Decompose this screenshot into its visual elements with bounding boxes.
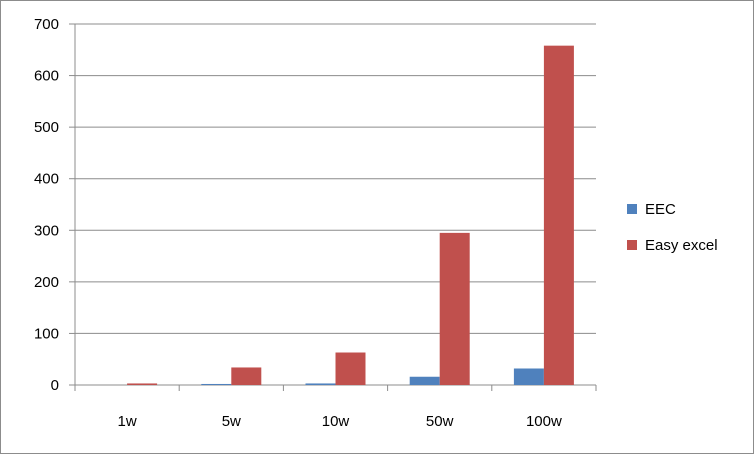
gridlines <box>75 23 596 334</box>
y-tick-label: 0 <box>51 377 59 394</box>
legend-label-eec: EEC <box>645 201 676 218</box>
x-axis: 1w 5w 10w 50w 100w <box>74 384 597 430</box>
y-tick-label: 500 <box>34 119 59 136</box>
bar-eec-100w <box>513 368 544 385</box>
bar-easy-excel-100w <box>543 45 574 385</box>
y-tick-label: 100 <box>34 325 59 342</box>
y-tick-label: 700 <box>34 16 59 33</box>
y-tick-label: 200 <box>34 274 59 291</box>
legend-swatch-eec <box>627 204 637 214</box>
bar-eec-50w <box>409 376 440 385</box>
bar-eec-10w <box>305 383 336 385</box>
x-tick-label: 1w <box>118 413 137 430</box>
legend: EEC Easy excel <box>627 201 718 254</box>
bar-eec-5w <box>201 383 232 385</box>
bar-easy-excel-1w <box>127 383 158 385</box>
legend-label-easy-excel: Easy excel <box>645 237 718 254</box>
bars <box>127 45 574 385</box>
x-tick-label: 100w <box>526 413 562 430</box>
x-tick-label: 5w <box>222 413 241 430</box>
bar-easy-excel-50w <box>439 232 470 385</box>
legend-swatch-easy-excel <box>627 240 637 250</box>
x-tick-label: 10w <box>322 413 350 430</box>
y-tick-label: 400 <box>34 171 59 188</box>
x-tick-label: 50w <box>426 413 454 430</box>
bar-easy-excel-10w <box>335 352 366 385</box>
y-tick-label: 600 <box>34 68 59 85</box>
y-axis: 0 100 200 300 400 500 600 700 <box>34 16 76 394</box>
y-tick-label: 300 <box>34 222 59 239</box>
bar-easy-excel-5w <box>231 367 262 385</box>
